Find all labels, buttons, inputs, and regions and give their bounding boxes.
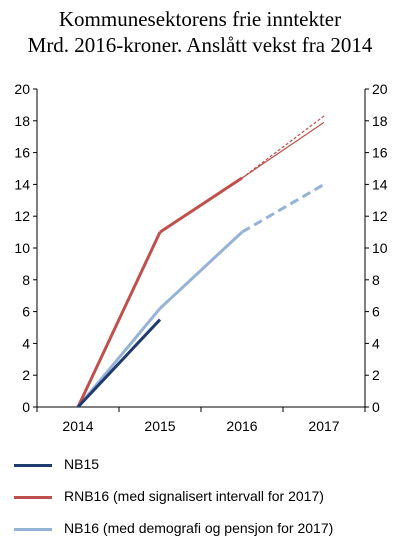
legend-label-rnb16: RNB16 (med signalisert intervall for 201… (64, 488, 324, 504)
chart-title-line-1: Kommunesektorens frie inntekter (58, 7, 342, 31)
x-tick-label: 2015 (144, 418, 175, 434)
y-tick-label-left: 12 (14, 208, 30, 224)
y-tick-label-right: 0 (372, 399, 380, 415)
y-tick-label-right: 4 (372, 335, 380, 351)
x-tick-label: 2017 (308, 418, 339, 434)
y-tick-label-right: 12 (372, 208, 388, 224)
y-tick-label-right: 8 (372, 272, 380, 288)
y-tick-label-right: 18 (372, 113, 388, 129)
y-tick-label-left: 18 (14, 113, 30, 129)
legend: NB15 RNB16 (med signalisert intervall fo… (14, 455, 394, 551)
y-tick-label-left: 14 (14, 176, 30, 192)
y-tick-label-right: 16 (372, 145, 388, 161)
legend-label-nb16: NB16 (med demografi og pensjon for 2017) (64, 520, 334, 536)
y-tick-label-right: 10 (372, 240, 388, 256)
nb16-segment (158, 231, 244, 310)
y-tick-label-left: 16 (14, 145, 30, 161)
y-tick-label-right: 6 (372, 304, 380, 320)
y-tick-label-left: 20 (14, 81, 30, 97)
legend-swatch-nb16 (14, 528, 52, 531)
y-tick-label-left: 4 (22, 335, 30, 351)
legend-item-rnb16: RNB16 (med signalisert intervall for 201… (14, 487, 394, 507)
rnb16-interval-high (241, 115, 325, 179)
legend-swatch-rnb16 (14, 496, 52, 499)
ticks-layer: 0 0 2 2 4 4 6 6 8 8 10 10 12 12 14 14 16 16 18 18 20 20 2014 20… (14, 81, 387, 434)
y-tick-label-left: 8 (22, 272, 30, 288)
legend-swatch-nb15 (14, 464, 52, 467)
rnb16-segment (159, 176, 243, 234)
x-tick-label: 2014 (62, 418, 93, 434)
y-tick-label-left: 10 (14, 240, 30, 256)
series-layer (76, 115, 325, 409)
y-tick-label-left: 6 (22, 304, 30, 320)
y-tick-label-left: 0 (22, 399, 30, 415)
rnb16-interval-low (241, 121, 325, 179)
axes-layer (36, 89, 366, 408)
legend-item-nb15: NB15 (14, 455, 394, 475)
y-tick-label-left: 2 (22, 367, 30, 383)
y-tick-label-right: 2 (372, 367, 380, 383)
y-tick-label-right: 20 (372, 81, 388, 97)
nb16-segment-dashed (241, 183, 325, 234)
legend-item-nb16: NB16 (med demografi og pensjon for 2017) (14, 519, 394, 539)
y-tick-label-right: 14 (372, 176, 388, 192)
rnb16-segment (76, 231, 162, 408)
chart-title-line-2: Mrd. 2016-kroner. Anslått vekst fra 2014 (27, 33, 373, 57)
x-tick-label: 2016 (226, 418, 257, 434)
legend-label-nb15: NB15 (64, 456, 100, 472)
nb15-segment (76, 318, 162, 409)
